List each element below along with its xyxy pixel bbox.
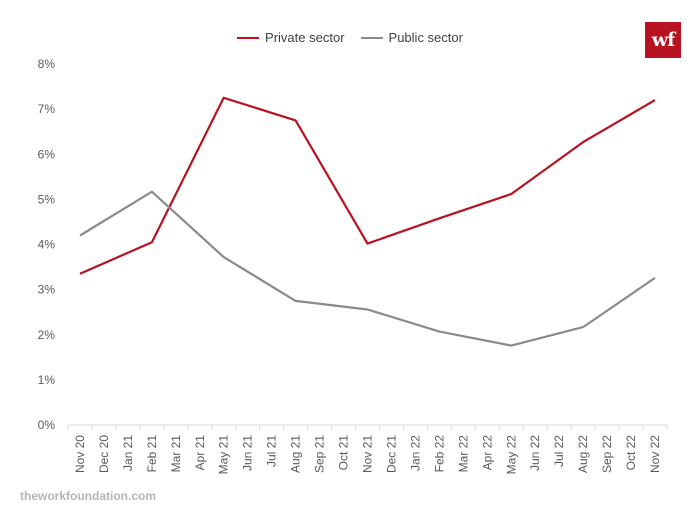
x-tick-label: Jan 21 — [121, 435, 135, 471]
y-tick-label: 5% — [38, 192, 56, 206]
y-tick-label: 2% — [38, 328, 56, 342]
work-foundation-logo: wf — [645, 22, 681, 58]
logo-text: wf — [651, 29, 676, 51]
x-tick-label: Dec 21 — [384, 435, 398, 473]
x-tick-label: Feb 22 — [432, 435, 446, 473]
x-tick-label: Nov 20 — [73, 435, 87, 473]
x-tick-label: May 22 — [504, 435, 518, 475]
y-tick-label: 0% — [38, 418, 56, 432]
x-tick-label: Mar 21 — [169, 435, 183, 473]
x-tick-label: Mar 22 — [456, 435, 470, 473]
series-line-private-sector — [79, 96, 656, 275]
x-tick-label: Feb 21 — [145, 435, 159, 473]
legend-label-public: Public sector — [388, 30, 463, 45]
x-tick-label: Jul 21 — [265, 435, 279, 467]
x-tick-label: Aug 21 — [289, 435, 303, 473]
x-tick-label: Oct 22 — [624, 435, 638, 471]
x-tick-label: Jan 22 — [408, 435, 422, 471]
legend-swatch-private — [237, 36, 260, 39]
x-tick-label: Oct 21 — [337, 435, 351, 471]
x-tick-label: Nov 22 — [648, 435, 662, 473]
series-line-public-sector — [79, 190, 656, 347]
source-credit: theworkfoundation.com — [20, 489, 156, 503]
x-tick-label: Apr 22 — [480, 435, 494, 471]
legend-item-public: Public sector — [360, 30, 463, 45]
x-tick-label: Jun 22 — [528, 435, 542, 471]
y-tick-label: 7% — [38, 102, 56, 116]
x-tick-label: Jul 22 — [552, 435, 566, 467]
y-tick-label: 1% — [38, 373, 56, 387]
chart-legend: Private sector Public sector — [0, 30, 700, 45]
x-tick-label: Sep 22 — [600, 435, 614, 473]
y-tick-label: 3% — [38, 283, 56, 297]
x-tick-label: Jun 21 — [241, 435, 255, 471]
x-tick-label: Dec 20 — [97, 435, 111, 473]
y-tick-label: 8% — [38, 57, 56, 71]
y-tick-label: 6% — [38, 147, 56, 161]
legend-item-private: Private sector — [237, 30, 345, 45]
y-tick-label: 4% — [38, 238, 56, 252]
x-tick-label: Aug 22 — [576, 435, 590, 473]
legend-swatch-public — [360, 36, 383, 39]
x-tick-label: May 21 — [217, 435, 231, 475]
x-tick-label: Apr 21 — [193, 435, 207, 471]
legend-label-private: Private sector — [265, 30, 345, 45]
x-tick-label: Nov 21 — [361, 435, 375, 473]
x-tick-label: Sep 21 — [313, 435, 327, 473]
